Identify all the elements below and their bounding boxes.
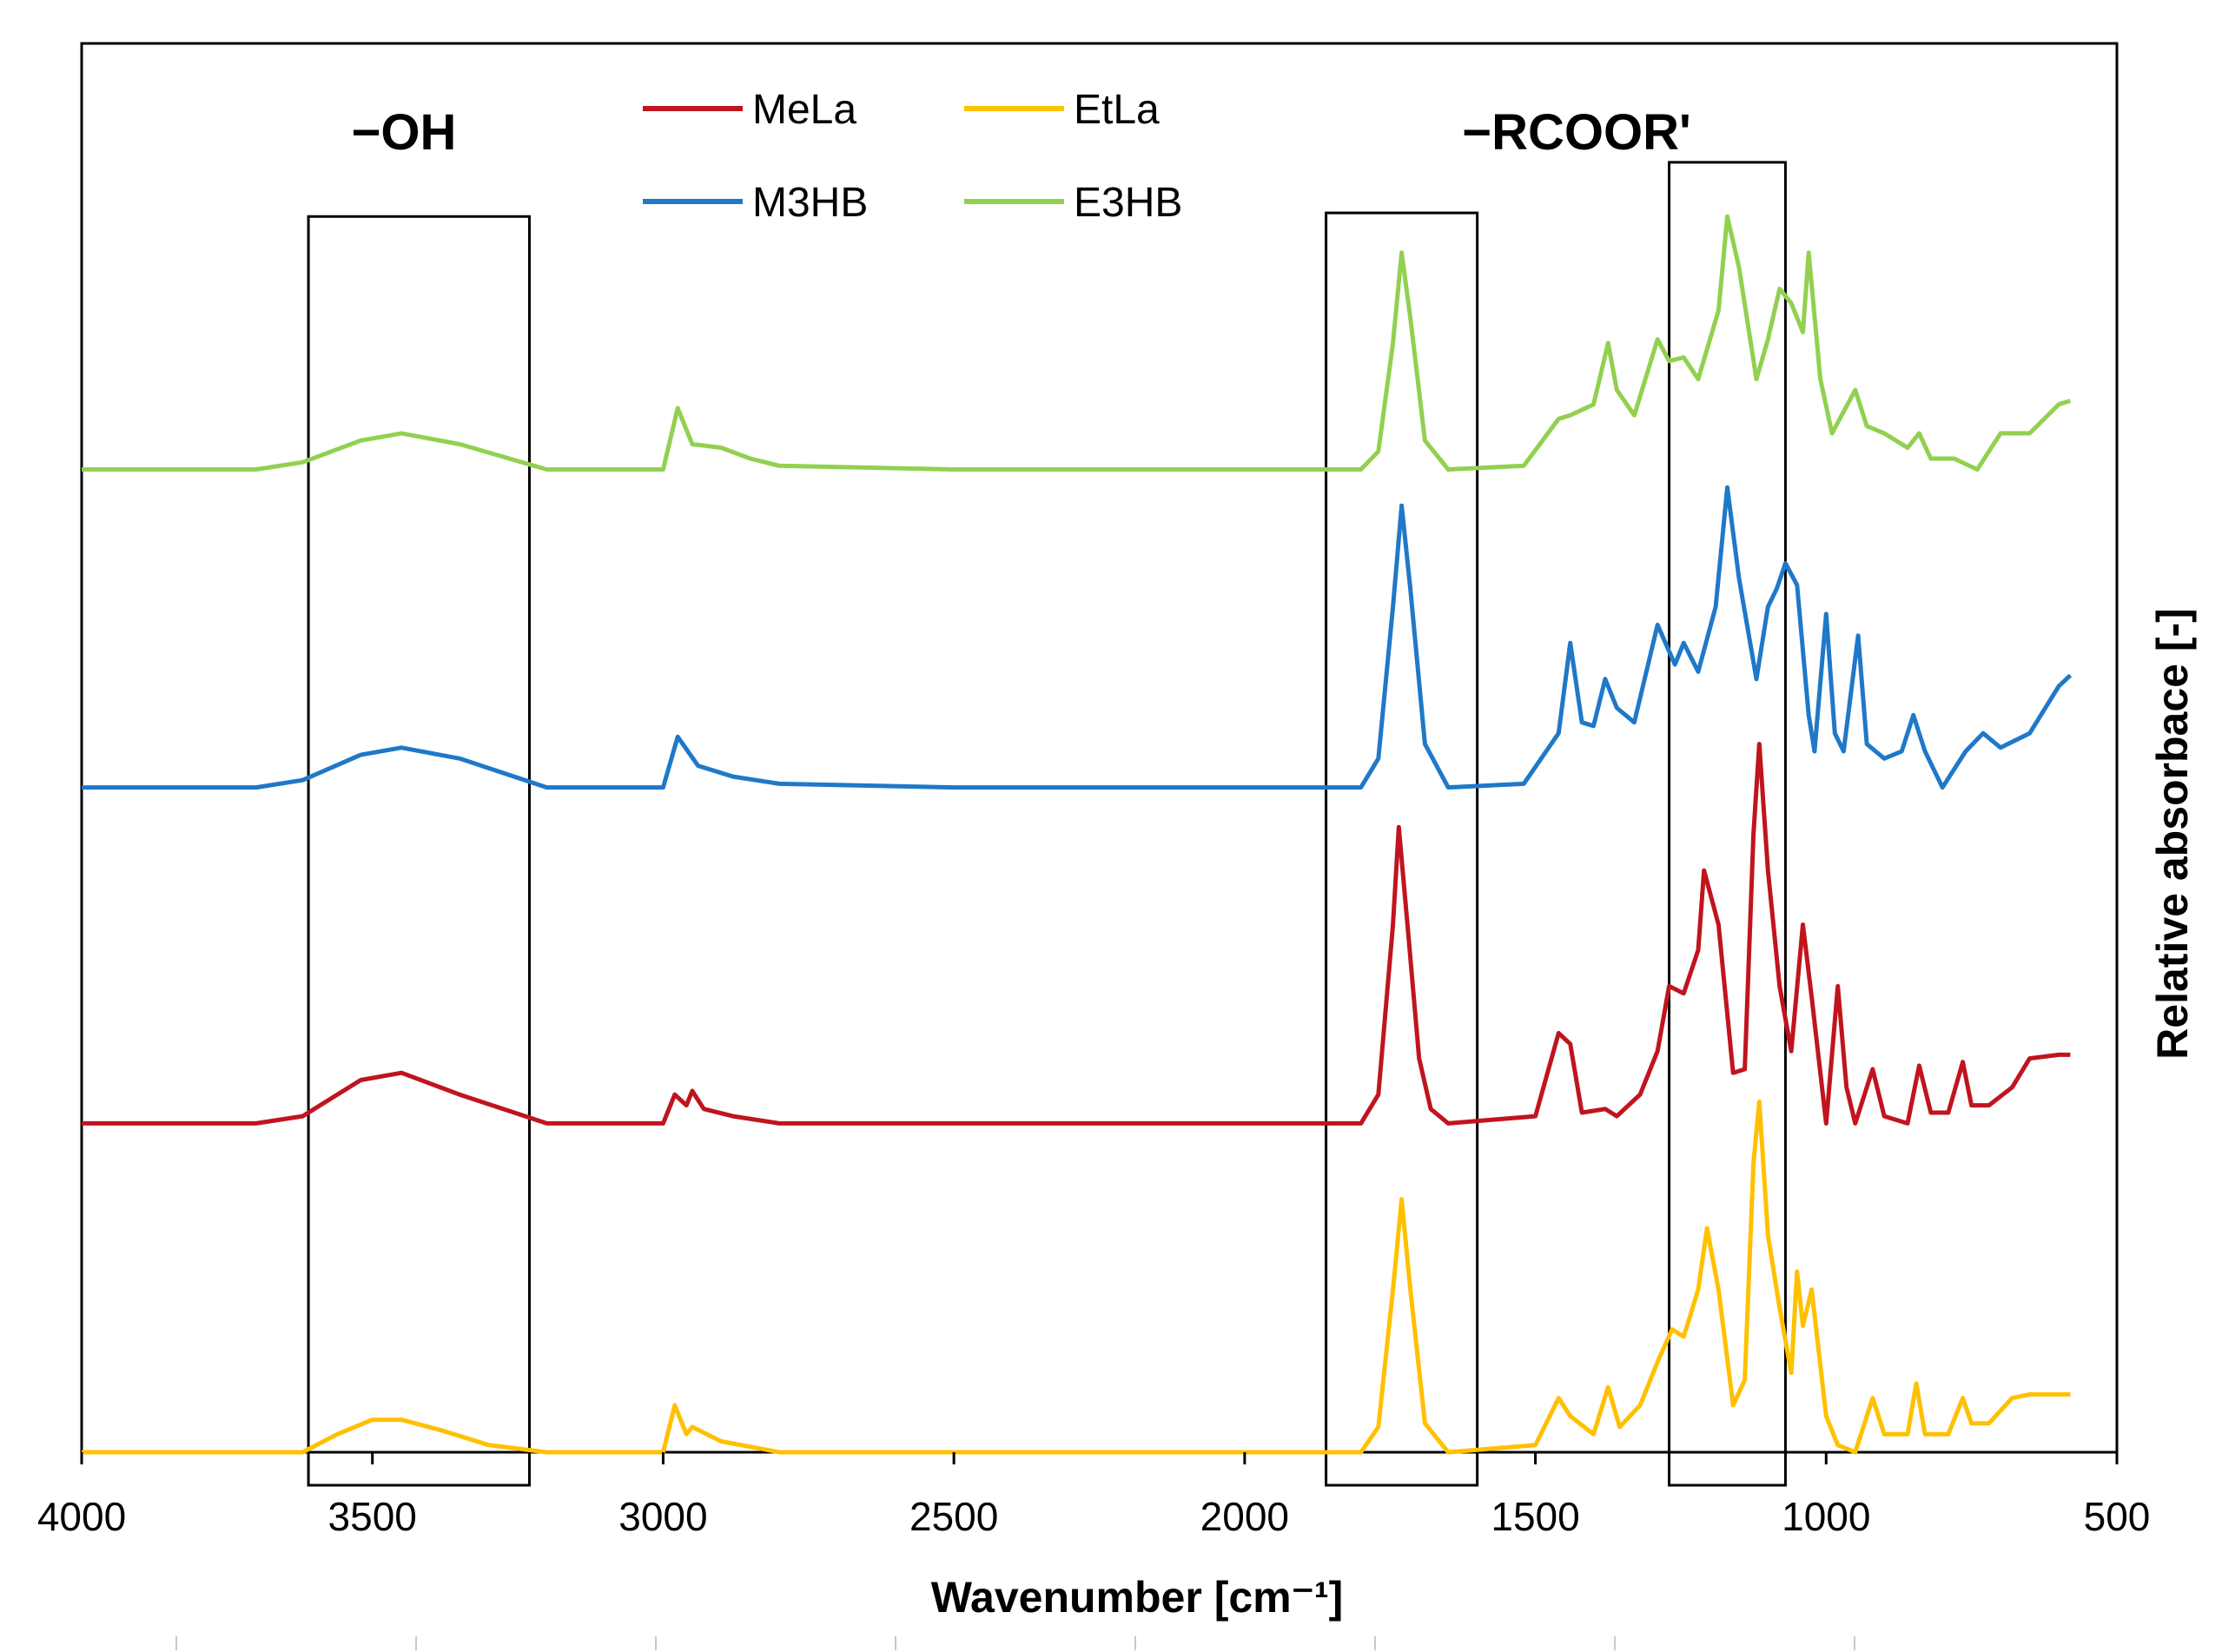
x-axis-title: Wavenumber [cm⁻¹] bbox=[931, 1573, 1344, 1622]
series-line-etla bbox=[82, 1100, 2071, 1455]
x-tick-label-1500: 1500 bbox=[1491, 1494, 1579, 1539]
y-axis-title: Relative absorbace [-] bbox=[2148, 608, 2197, 1060]
x-tick-label-500: 500 bbox=[2084, 1494, 2151, 1539]
legend: MeLa EtLa M3HB E3HB bbox=[643, 87, 1182, 226]
legend-label-etla: EtLa bbox=[1074, 87, 1160, 133]
x-axis: 4000 3500 3000 2500 2000 1500 1000 500 bbox=[37, 1452, 2151, 1539]
legend-label-mela: MeLa bbox=[752, 87, 856, 133]
highlight-region-2 bbox=[1668, 161, 1787, 1487]
series-line-m3hb bbox=[82, 485, 2073, 790]
highlight-region-1 bbox=[1325, 211, 1479, 1487]
highlight-regions bbox=[307, 161, 1787, 1487]
x-tick-label-2500: 2500 bbox=[909, 1494, 998, 1539]
x-tick-label-3000: 3000 bbox=[618, 1494, 707, 1539]
bottom-minor-marks bbox=[175, 1636, 1855, 1650]
series-line-e3hb bbox=[82, 214, 2072, 472]
x-tick-label-1000: 1000 bbox=[1782, 1494, 1870, 1539]
annotation-rcoor: −RCOOR' bbox=[1462, 104, 1691, 161]
x-tick-label-4000: 4000 bbox=[37, 1494, 126, 1539]
highlight-region-0 bbox=[307, 215, 531, 1487]
x-tick-label-3500: 3500 bbox=[328, 1494, 417, 1539]
x-tick-label-2000: 2000 bbox=[1200, 1494, 1289, 1539]
plot-area-frame bbox=[80, 42, 2119, 1454]
series-line-mela bbox=[82, 742, 2071, 1126]
legend-label-m3hb: M3HB bbox=[752, 180, 868, 226]
legend-label-e3hb: E3HB bbox=[1074, 180, 1182, 226]
annotation-oh: −OH bbox=[352, 104, 457, 161]
series-lines bbox=[82, 214, 2073, 1455]
